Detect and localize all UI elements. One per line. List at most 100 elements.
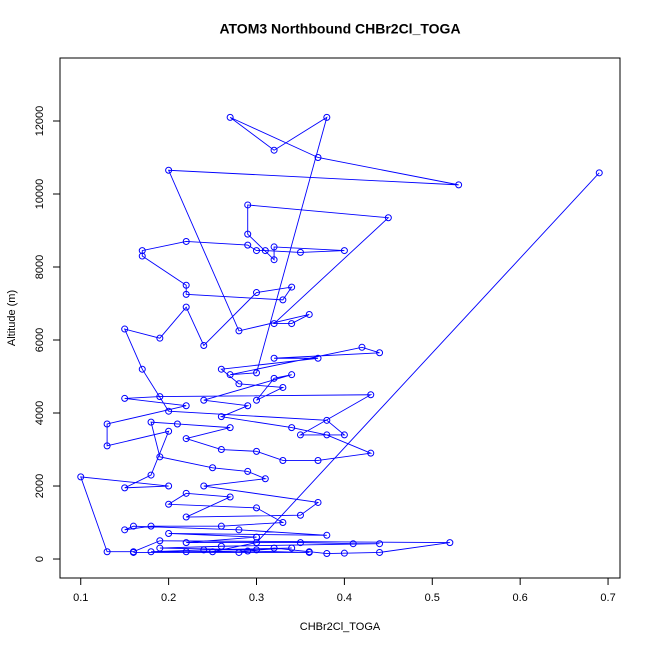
data-point <box>446 539 454 547</box>
data-point <box>182 237 190 245</box>
data-point <box>182 489 190 497</box>
x-tick-label: 0.6 <box>513 592 528 604</box>
data-point <box>296 511 304 519</box>
data-point <box>156 537 164 545</box>
data-point <box>182 281 190 289</box>
data-point <box>314 154 322 162</box>
data-point <box>288 544 296 552</box>
data-point <box>173 420 181 428</box>
data-point <box>165 529 173 537</box>
data-point <box>384 214 392 222</box>
data-point <box>165 407 173 415</box>
data-point <box>253 447 261 455</box>
data-point <box>279 383 287 391</box>
data-point <box>270 374 278 382</box>
data-point <box>156 453 164 461</box>
data-point <box>279 296 287 304</box>
data-point <box>288 371 296 379</box>
plot-frame <box>59 57 621 579</box>
data-point <box>226 424 234 432</box>
data-point <box>358 343 366 351</box>
data-point <box>279 519 287 527</box>
data-point <box>182 290 190 298</box>
data-point <box>235 548 243 556</box>
data-point <box>296 431 304 439</box>
data-point <box>226 113 234 121</box>
data-point <box>226 371 234 379</box>
data-point <box>244 241 252 249</box>
data-point <box>296 248 304 256</box>
data-point <box>305 310 313 318</box>
data-point <box>270 256 278 264</box>
data-point <box>165 500 173 508</box>
data-point <box>244 230 252 238</box>
data-point <box>200 396 208 404</box>
data-point <box>253 247 261 255</box>
data-point <box>138 252 146 260</box>
data-point <box>253 546 261 554</box>
data-point <box>323 416 331 424</box>
data-point <box>314 456 322 464</box>
data-point <box>253 539 261 547</box>
data-point <box>165 166 173 174</box>
y-tick-label: 10000 <box>34 179 46 210</box>
data-point <box>253 369 261 377</box>
data-point <box>217 446 225 454</box>
y-axis-label: Altitude (m) <box>6 290 18 346</box>
y-tick-label: 2000 <box>34 474 46 498</box>
data-point <box>235 526 243 534</box>
data-point <box>253 533 261 541</box>
x-tick-label: 0.7 <box>600 592 615 604</box>
data-point <box>156 544 164 552</box>
data-point <box>200 546 208 554</box>
data-point <box>314 498 322 506</box>
data-point <box>217 365 225 373</box>
data-point <box>244 201 252 209</box>
data-point <box>270 243 278 251</box>
data-point <box>288 320 296 328</box>
data-line <box>80 116 600 554</box>
y-tick-label: 4000 <box>34 401 46 425</box>
x-tick-label: 0.5 <box>425 592 440 604</box>
data-point <box>182 402 190 410</box>
data-point <box>209 464 217 472</box>
data-point <box>595 169 603 177</box>
data-point <box>129 548 137 556</box>
data-point <box>253 289 261 297</box>
x-tick-label: 0.4 <box>337 592 352 604</box>
data-point <box>244 402 252 410</box>
data-point <box>121 484 129 492</box>
data-point <box>103 548 111 556</box>
data-point <box>253 504 261 512</box>
data-point <box>323 531 331 539</box>
data-point <box>200 341 208 349</box>
data-point <box>182 303 190 311</box>
data-point <box>340 247 348 255</box>
data-point <box>270 354 278 362</box>
data-point <box>270 320 278 328</box>
x-axis-label: CHBr2Cl_TOGA <box>300 621 381 633</box>
data-point <box>270 544 278 552</box>
data-point <box>217 413 225 421</box>
x-tick-label: 0.1 <box>73 592 88 604</box>
data-point <box>138 247 146 255</box>
data-point <box>182 513 190 521</box>
data-point <box>261 247 269 255</box>
data-point <box>288 283 296 291</box>
data-point <box>235 380 243 388</box>
data-point <box>296 539 304 547</box>
data-point <box>165 427 173 435</box>
data-point <box>200 482 208 490</box>
data-point <box>323 113 331 121</box>
y-tick-label: 0 <box>34 556 46 562</box>
data-point <box>253 396 261 404</box>
data-point <box>314 354 322 362</box>
data-point <box>147 522 155 530</box>
data-point <box>349 540 357 548</box>
data-point <box>217 542 225 550</box>
data-point <box>261 475 269 483</box>
data-point <box>226 493 234 501</box>
data-point <box>367 391 375 399</box>
data-point <box>217 522 225 530</box>
data-point <box>305 548 313 556</box>
